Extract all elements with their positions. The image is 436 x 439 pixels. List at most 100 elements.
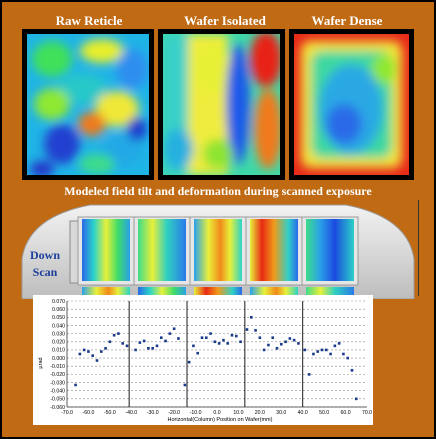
down-scan-line1: Down — [30, 248, 61, 262]
y-tick-label: 0.070 — [52, 299, 65, 305]
data-point — [342, 352, 345, 356]
y-tick-label: -0.010 — [50, 364, 65, 370]
map-title-wafer-isolated: Wafer Isolated — [184, 13, 266, 28]
y-axis-label: µrad — [38, 357, 44, 368]
data-point — [254, 329, 257, 332]
figure-caption: Modeled field tilt and deformation durin… — [64, 184, 372, 198]
data-point — [217, 342, 221, 345]
x-tick-label: -30.0 — [147, 410, 159, 416]
data-point — [177, 337, 180, 340]
x-tick-label: 60.0 — [341, 410, 351, 416]
y-tick-label: 0.060 — [52, 307, 65, 313]
y-tick-label: 0.050 — [52, 315, 65, 321]
wafer-dense-heatmap — [294, 34, 409, 175]
data-point — [230, 333, 234, 337]
data-point — [271, 336, 275, 339]
grid-layer — [66, 300, 367, 408]
map-title-raw-reticle: Raw Reticle — [55, 13, 123, 28]
data-point — [249, 316, 253, 319]
scatter-plot-svg: 0.070 0.060 0.050 0.040 0.030 0.020 0.010 0.000… — [38, 299, 372, 423]
data-point — [104, 346, 107, 350]
tilt-scatter-plot: 0.070 0.060 0.050 0.040 0.030 0.020 0.010 0.000… — [33, 295, 373, 425]
data-point — [267, 343, 270, 347]
data-point — [354, 397, 358, 401]
down-scan-label: Down Scan — [30, 247, 60, 281]
data-point — [307, 373, 311, 376]
right-edge-mark — [418, 200, 419, 296]
data-point — [275, 346, 279, 350]
x-tick-label: -50.0 — [104, 410, 116, 416]
y-tick-label: 0.040 — [52, 323, 65, 329]
down-scan-line2: Scan — [32, 265, 58, 279]
data-point — [159, 336, 163, 339]
y-tick-label: -0.040 — [50, 388, 65, 394]
x-tick-label: 0.0 — [213, 410, 220, 416]
data-point — [284, 340, 287, 344]
data-point — [192, 344, 195, 348]
data-point — [333, 344, 337, 348]
data-point — [134, 348, 137, 352]
wafer-dense-map — [289, 29, 414, 180]
y-tick-labels: 0.070 0.060 0.050 0.040 0.030 0.020 0.010 0.000… — [50, 299, 65, 411]
data-point — [204, 336, 208, 339]
data-point — [172, 327, 176, 331]
data-point — [288, 337, 292, 340]
data-point — [155, 344, 159, 348]
data-point — [108, 340, 112, 344]
data-point — [346, 356, 350, 360]
data-point — [209, 332, 212, 335]
data-point — [324, 348, 328, 352]
data-point — [74, 383, 77, 387]
top-border — [0, 0, 436, 2]
data-point — [99, 350, 103, 353]
data-point — [187, 360, 191, 364]
data-point — [196, 351, 200, 355]
data-point — [213, 340, 217, 344]
x-tick-label: -60.0 — [83, 410, 95, 416]
x-axis-label: Horizontal(Column) Position on Wafer(mm) — [168, 417, 273, 423]
x-tick-label: 40.0 — [298, 410, 308, 416]
data-point — [142, 339, 146, 343]
data-point — [292, 338, 296, 342]
right-border — [434, 0, 436, 439]
data-point — [279, 342, 283, 346]
data-point — [138, 341, 142, 344]
x-tick-label: 10.0 — [233, 410, 243, 416]
data-point — [121, 342, 125, 345]
data-point — [258, 336, 262, 339]
wafer-isolated-heatmap — [163, 34, 280, 175]
data-point — [320, 348, 324, 352]
data-point — [168, 332, 172, 335]
data-point — [350, 369, 354, 372]
data-point — [297, 342, 300, 345]
data-point — [234, 334, 238, 338]
data-point — [316, 350, 320, 353]
data-point — [337, 342, 341, 345]
y-tick-label: -0.050 — [50, 397, 65, 403]
data-point — [164, 339, 167, 343]
x-tick-label: 20.0 — [255, 410, 265, 416]
map-title-wafer-dense: Wafer Dense — [311, 13, 383, 28]
data-point — [239, 340, 242, 344]
y-tick-label: -0.030 — [50, 380, 65, 386]
data-point — [147, 346, 150, 350]
data-point — [112, 333, 116, 337]
x-tick-label: 50.0 — [319, 410, 329, 416]
x-tick-label: -20.0 — [168, 410, 180, 416]
y-tick-label: 0.030 — [52, 331, 65, 337]
x-tick-label: 70.0 — [362, 410, 372, 416]
data-point — [151, 346, 155, 350]
y-tick-label: 0.010 — [52, 348, 65, 354]
data-point — [82, 348, 86, 352]
raw-reticle-map — [22, 29, 154, 180]
x-tick-label: -70.0 — [61, 410, 73, 416]
data-point — [312, 352, 315, 356]
data-points — [74, 316, 358, 401]
data-point — [87, 350, 90, 353]
data-point — [183, 383, 187, 387]
data-point — [303, 348, 307, 352]
data-point — [95, 359, 99, 362]
scanner-illustration — [21, 204, 415, 299]
field-boundary-layer — [128, 301, 304, 407]
